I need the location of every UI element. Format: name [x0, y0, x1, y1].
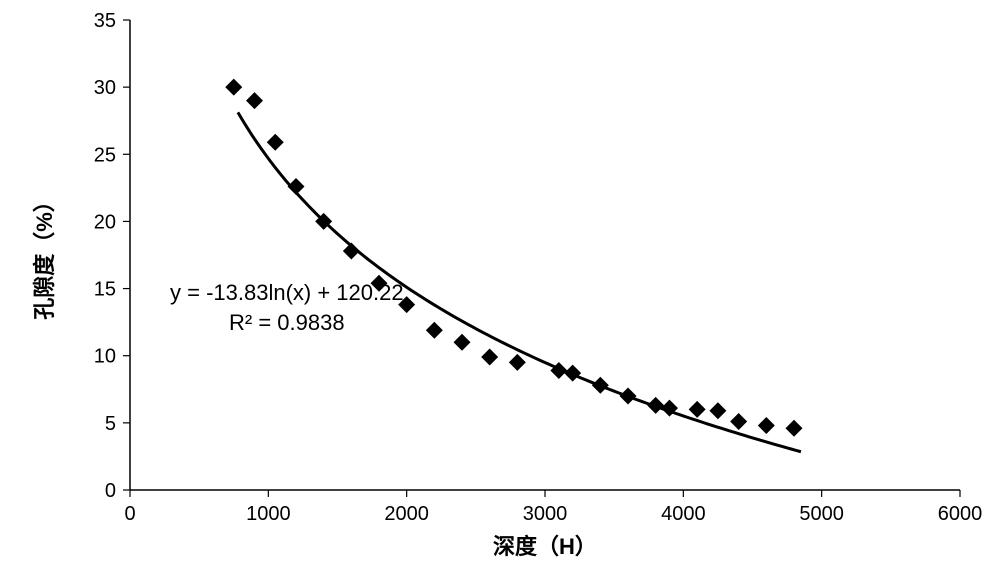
y-tick-label: 30: [94, 77, 116, 99]
chart-background: [0, 0, 1000, 585]
y-tick-label: 20: [94, 211, 116, 233]
x-tick-label: 2000: [384, 503, 429, 525]
y-tick-label: 35: [94, 10, 116, 32]
x-tick-label: 5000: [799, 503, 844, 525]
x-tick-label: 0: [124, 503, 135, 525]
equation-line-2: R² = 0.9838: [229, 310, 345, 335]
x-tick-label: 4000: [661, 503, 706, 525]
x-tick-label: 1000: [246, 503, 291, 525]
y-tick-label: 25: [94, 144, 116, 166]
chart-container: 0 1000 2000 3000 4000 5000 6000 0 5 10 15 20 25 30 35…: [0, 0, 1000, 585]
x-axis-title: 深度（H）: [493, 534, 597, 559]
y-tick-label: 5: [105, 413, 116, 435]
y-tick-label: 15: [94, 279, 116, 301]
equation-line-1: y = -13.83ln(x) + 120.22: [170, 280, 404, 305]
y-axis-title: 孔隙度（%）: [32, 190, 57, 320]
x-tick-label: 6000: [938, 503, 983, 525]
x-tick-label: 3000: [523, 503, 568, 525]
y-tick-label: 0: [105, 480, 116, 502]
porosity-depth-chart: 0 1000 2000 3000 4000 5000 6000 0 5 10 15 20 25 30 35…: [0, 0, 1000, 585]
y-tick-label: 10: [94, 346, 116, 368]
